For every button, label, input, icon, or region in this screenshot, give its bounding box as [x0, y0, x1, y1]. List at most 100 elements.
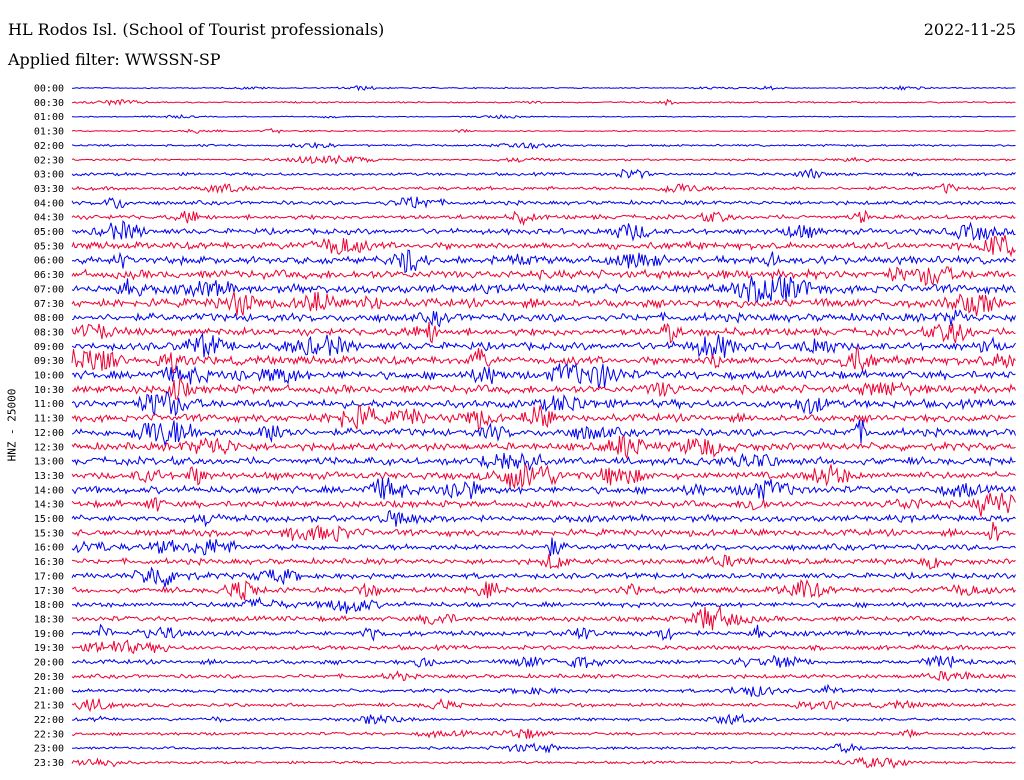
seismogram-trace — [72, 742, 1016, 754]
seismogram-trace — [71, 332, 1016, 359]
seismogram-trace — [71, 509, 1016, 528]
time-tick-label: 18:00 — [34, 600, 64, 611]
time-tick-label: 16:00 — [34, 543, 64, 554]
seismogram-trace — [71, 84, 1016, 92]
seismogram-trace — [71, 249, 1016, 274]
time-tick-label: 06:00 — [34, 256, 64, 267]
time-tick-label: 19:30 — [34, 643, 64, 654]
station-title: HL Rodos Isl. (School of Tourist profess… — [8, 20, 385, 39]
seismogram-trace — [71, 220, 1016, 242]
seismogram-trace — [71, 537, 1016, 557]
time-tick-label: 17:00 — [34, 571, 64, 582]
seismogram-trace — [71, 209, 1016, 227]
time-tick-label: 04:00 — [34, 198, 64, 209]
time-tick-label: 09:00 — [34, 342, 64, 353]
seismogram-trace — [71, 477, 1016, 500]
seismogram-trace — [71, 182, 1016, 195]
seismogram-trace — [71, 391, 1016, 417]
seismogram-trace — [71, 274, 1016, 303]
seismogram-trace — [71, 347, 1016, 374]
seismogram-trace — [71, 623, 1016, 642]
time-tick-label: 08:30 — [34, 327, 64, 338]
time-tick-label: 09:30 — [34, 356, 64, 367]
seismogram-trace — [71, 492, 1016, 517]
time-tick-label: 20:00 — [34, 658, 64, 669]
time-tick-label: 21:30 — [34, 701, 64, 712]
seismogram-trace — [71, 606, 1016, 631]
seismogram-trace — [71, 266, 1016, 287]
time-tick-label: 20:30 — [34, 672, 64, 683]
seismogram-trace — [71, 322, 1016, 344]
time-tick-label: 14:30 — [34, 500, 64, 511]
seismogram-trace — [71, 419, 1016, 447]
filter-label: Applied filter: WWSSN-SP — [8, 50, 221, 69]
seismogram-trace — [71, 452, 1016, 471]
seismogram-trace — [71, 362, 1016, 388]
time-tick-label: 14:00 — [34, 485, 64, 496]
seismogram-trace — [71, 683, 1016, 697]
time-tick-label: 23:00 — [34, 744, 64, 755]
time-tick-label: 02:30 — [34, 155, 64, 166]
time-tick-label: 15:30 — [34, 528, 64, 539]
time-tick-label: 12:00 — [34, 428, 64, 439]
time-tick-label: 11:00 — [34, 399, 64, 410]
record-date: 2022-11-25 — [923, 20, 1016, 39]
seismogram-trace — [71, 670, 1016, 682]
seismogram-trace — [71, 291, 1016, 317]
seismogram-trace — [72, 98, 1016, 107]
time-tick-label: 01:30 — [34, 127, 64, 138]
seismogram-trace — [71, 464, 1016, 490]
time-tick-label: 23:30 — [34, 758, 64, 769]
seismogram-trace — [71, 728, 1016, 739]
time-tick-label: 02:00 — [34, 141, 64, 152]
time-tick-label: 12:30 — [34, 442, 64, 453]
seismogram-trace — [71, 713, 1016, 726]
time-tick-label: 03:30 — [34, 184, 64, 195]
time-tick-label: 22:00 — [34, 715, 64, 726]
time-tick-label: 13:30 — [34, 471, 64, 482]
time-tick-label: 05:00 — [34, 227, 64, 238]
seismogram-trace — [71, 654, 1016, 669]
time-tick-label: 18:30 — [34, 614, 64, 625]
time-tick-label: 07:00 — [34, 284, 64, 295]
seismogram-trace — [71, 639, 1016, 655]
seismogram-trace — [71, 377, 1016, 400]
seismogram-trace — [71, 578, 1016, 601]
seismogram-trace — [71, 128, 1016, 134]
seismogram-trace — [71, 234, 1016, 258]
time-tick-label: 03:00 — [34, 170, 64, 181]
seismogram-trace — [71, 154, 1016, 165]
seismogram-trace — [71, 195, 1016, 210]
seismogram-trace — [71, 756, 1016, 769]
time-tick-label: 15:00 — [34, 514, 64, 525]
seismogram-trace — [71, 168, 1016, 180]
time-tick-label: 06:30 — [34, 270, 64, 281]
time-tick-label: 05:30 — [34, 241, 64, 252]
time-tick-label: 07:30 — [34, 299, 64, 310]
time-tick-label: 10:00 — [34, 371, 64, 382]
time-tick-label: 10:30 — [34, 385, 64, 396]
time-tick-label: 04:30 — [34, 213, 64, 224]
seismogram-trace — [71, 404, 1016, 431]
time-tick-label: 00:30 — [34, 98, 64, 109]
seismogram-trace — [71, 141, 1016, 150]
seismogram-trace — [71, 596, 1016, 614]
time-tick-label: 01:00 — [34, 112, 64, 123]
time-tick-label: 13:00 — [34, 457, 64, 468]
time-tick-label: 16:30 — [34, 557, 64, 568]
seismogram-trace — [71, 566, 1016, 588]
time-tick-label: 00:00 — [34, 84, 64, 95]
seismogram-trace — [71, 435, 1016, 460]
time-tick-label: 19:00 — [34, 629, 64, 640]
seismogram-trace — [71, 309, 1016, 328]
seismogram-trace — [72, 114, 1016, 119]
time-tick-label: 21:00 — [34, 686, 64, 697]
time-tick-label: 11:30 — [34, 414, 64, 425]
time-tick-label: 17:30 — [34, 586, 64, 597]
seismogram-trace — [71, 522, 1016, 542]
seismogram-trace — [72, 553, 1016, 570]
seismogram-trace — [71, 697, 1016, 713]
time-tick-label: 08:00 — [34, 313, 64, 324]
time-tick-label: 22:30 — [34, 729, 64, 740]
